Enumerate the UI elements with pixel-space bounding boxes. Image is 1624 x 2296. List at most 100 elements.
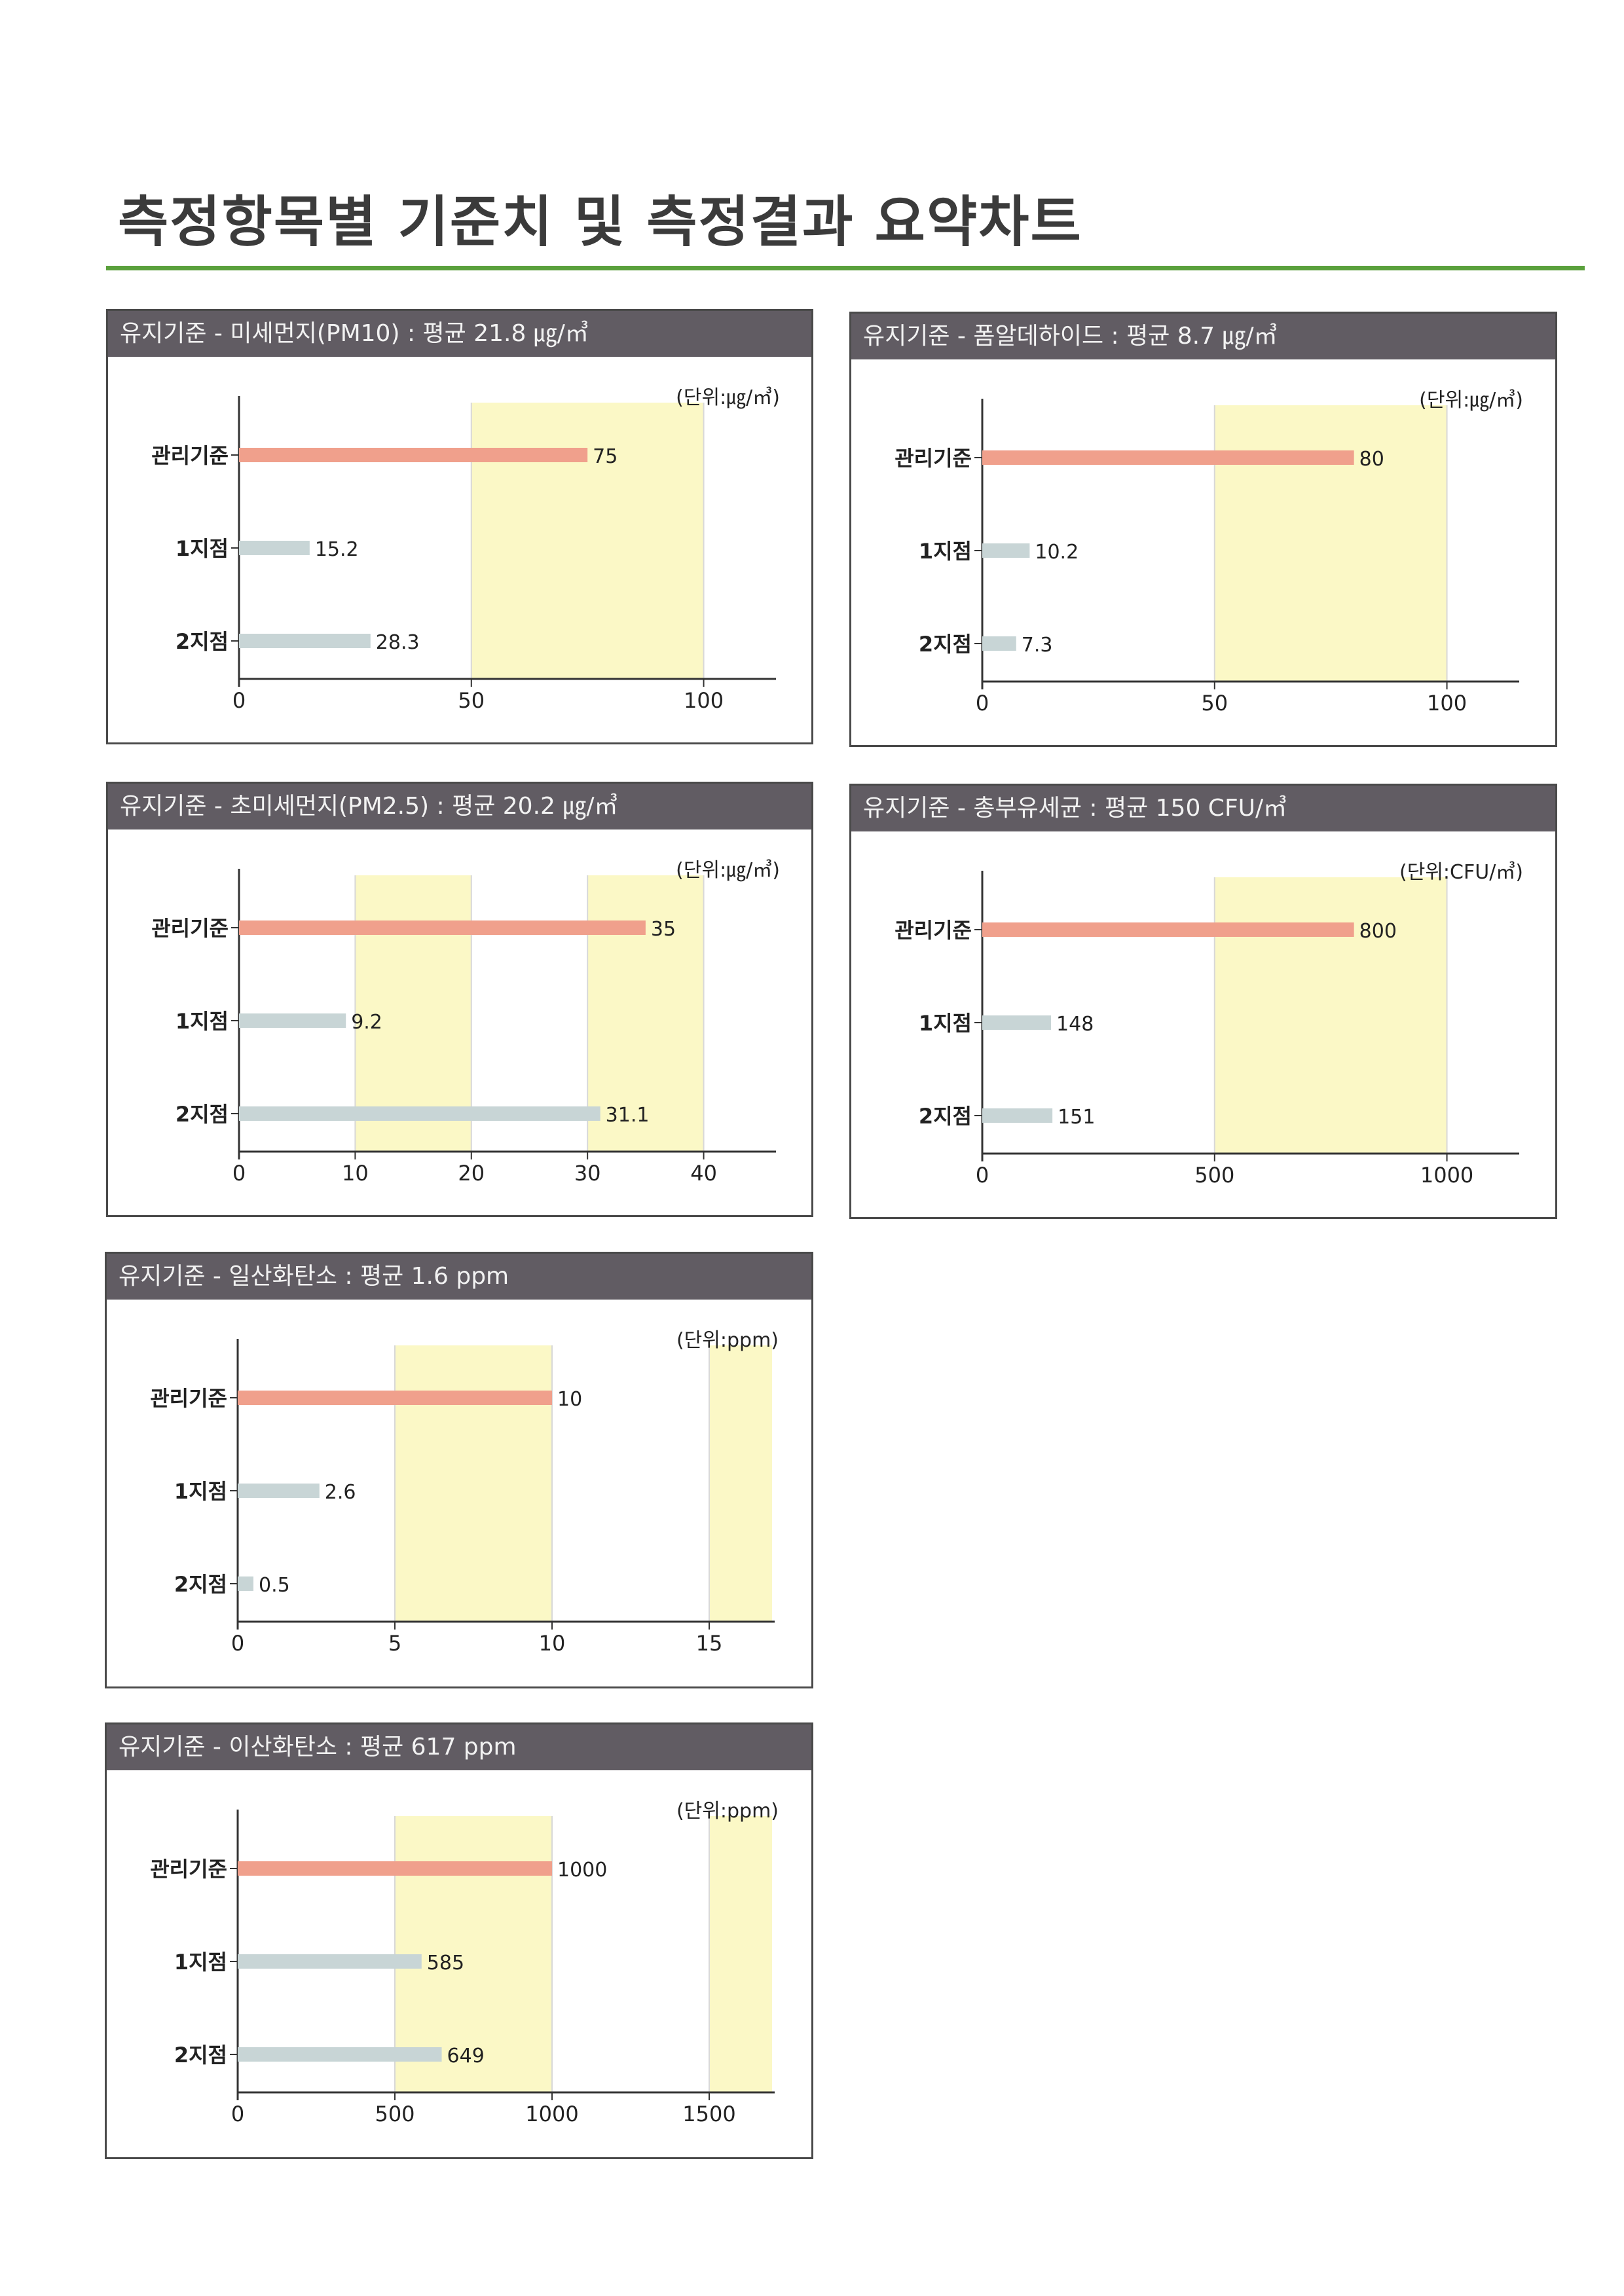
category-label: 1지점 [175,536,229,561]
site-bar [238,1954,422,1969]
category-label: 관리기준 [895,446,972,471]
standard-bar [238,1861,552,1876]
site-bar [239,1106,600,1121]
value-label: 9.2 [351,1011,382,1034]
value-label: 15.2 [315,538,359,561]
unit-label: (단위:ppm) [676,1329,779,1352]
chart-title: 유지기준 - 미세먼지(PM10) : 평균 21.8 ㎍/㎥ [108,311,811,357]
site-bar [239,634,371,648]
value-label: 0.5 [259,1574,290,1597]
highlight-band [1214,877,1447,1154]
category-label: 2지점 [919,632,972,657]
category-label: 1지점 [174,1950,227,1975]
page-title: 측정항목별 기준치 및 측정결과 요약차트 [118,190,1082,254]
highlight-band [709,1345,772,1622]
site-bar [982,1015,1052,1030]
x-tick-label: 20 [458,1161,485,1186]
category-label: 1지점 [919,1011,972,1036]
x-tick-label: 15 [696,1631,723,1656]
chart-co2: (단위:ppm) 0 500 1000 1500 관리기준 1000 1지점 585 2지점 649 [150,1800,779,2126]
unit-label: (단위:ppm) [676,1800,779,1823]
category-label: 2지점 [175,629,229,654]
category-label: 2지점 [174,2043,227,2068]
category-label: 관리기준 [150,1857,227,1882]
x-tick-label: 1000 [525,2102,578,2126]
category-label: 관리기준 [895,918,972,943]
site-bar [238,1484,320,1498]
value-label: 2.6 [325,1481,356,1504]
standard-bar [239,448,588,462]
chart-panel-formaldehyde: 유지기준 - 폼알데하이드 : 평균 8.7 ㎍/㎥ (단위:㎍/㎥) 0 50 10… [849,312,1557,747]
x-tick-label: 100 [684,688,724,713]
chart-panel-bacteria: 유지기준 - 총부유세균 : 평균 150 CFU/㎥ (단위:CFU/㎥) 0 5… [849,784,1557,1219]
x-tick-label: 50 [458,688,485,713]
unit-label: (단위:㎍/㎥) [676,859,780,882]
chart-formaldehyde: (단위:㎍/㎥) 0 50 100 관리기준 80 1지점 10.2 2지점 7.3 [895,389,1523,716]
value-label: 35 [651,918,676,941]
x-tick-label: 40 [690,1161,717,1186]
value-label: 585 [427,1952,464,1975]
chart-panel-pm25: 유지기준 - 초미세먼지(PM2.5) : 평균 20.2 ㎍/㎥ (단위:㎍/… [106,782,813,1217]
value-label: 10.2 [1035,541,1079,564]
x-tick-label: 0 [232,688,246,713]
site-bar [982,543,1030,558]
category-label: 1지점 [175,1009,229,1034]
standard-bar [982,450,1354,465]
title-divider [106,266,1585,270]
unit-label: (단위:㎍/㎥) [1419,389,1523,412]
x-tick-label: 0 [231,2102,244,2126]
site-bar [239,1013,346,1028]
value-label: 75 [593,445,618,468]
chart-panel-co2: 유지기준 - 이산화탄소 : 평균 617 ppm (단위:ppm) 0 500 10… [105,1722,813,2159]
value-label: 7.3 [1022,634,1053,657]
site-bar [239,541,310,555]
x-tick-label: 1000 [1420,1163,1473,1188]
x-tick-label: 500 [375,2102,415,2126]
value-label: 148 [1056,1013,1094,1036]
x-tick-label: 500 [1194,1163,1234,1188]
value-label: 80 [1359,448,1384,471]
chart-title: 유지기준 - 일산화탄소 : 평균 1.6 ppm [107,1254,811,1300]
category-label: 2지점 [919,1104,972,1129]
highlight-band [709,1816,772,2092]
unit-label: (단위:CFU/㎥) [1399,861,1523,884]
value-label: 1000 [557,1859,607,1882]
category-label: 2지점 [175,1102,229,1127]
site-bar [982,1108,1053,1123]
category-label: 관리기준 [150,1386,227,1411]
chart-co: (단위:ppm) 0 5 10 15 관리기준 10 1지점 2.6 2지점 0.5 [150,1329,779,1656]
x-tick-label: 0 [976,1163,989,1188]
chart-pm25: (단위:㎍/㎥) 0 10 20 30 40 관리기준 35 1지점 9.2 2지점 31.1 [151,859,780,1186]
value-label: 151 [1058,1106,1095,1129]
x-tick-label: 5 [388,1631,401,1656]
standard-bar [239,920,646,935]
x-tick-label: 10 [539,1631,566,1656]
value-label: 649 [447,2045,485,2068]
value-label: 28.3 [376,631,420,654]
x-tick-label: 0 [232,1161,246,1186]
chart-title: 유지기준 - 총부유세균 : 평균 150 CFU/㎥ [851,786,1555,831]
chart-title: 유지기준 - 초미세먼지(PM2.5) : 평균 20.2 ㎍/㎥ [108,784,811,829]
chart-title: 유지기준 - 폼알데하이드 : 평균 8.7 ㎍/㎥ [851,314,1555,359]
unit-label: (단위:㎍/㎥) [676,386,780,409]
x-tick-label: 0 [231,1631,244,1656]
x-tick-label: 100 [1427,691,1467,716]
chart-bacteria: (단위:CFU/㎥) 0 500 1000 관리기준 800 1지점 148 2지점 151 [895,861,1523,1188]
highlight-band [395,1345,552,1622]
chart-panel-pm10: 유지기준 - 미세먼지(PM10) : 평균 21.8 ㎍/㎥ (단위:㎍/㎥)… [106,309,813,744]
standard-bar [982,922,1354,937]
x-tick-label: 1500 [682,2102,735,2126]
value-label: 800 [1359,920,1397,943]
site-bar [238,2047,442,2062]
site-bar [238,1576,253,1591]
x-tick-label: 30 [574,1161,601,1186]
category-label: 관리기준 [151,916,229,941]
standard-bar [238,1391,552,1405]
x-tick-label: 0 [976,691,989,716]
chart-pm10: (단위:㎍/㎥) 0 50 100 관리기준 75 1지점 15.2 2지점 28.3 [151,386,780,713]
category-label: 1지점 [919,539,972,564]
category-label: 1지점 [174,1479,227,1504]
value-label: 31.1 [606,1104,650,1127]
highlight-band [471,403,704,679]
value-label: 10 [557,1388,582,1411]
